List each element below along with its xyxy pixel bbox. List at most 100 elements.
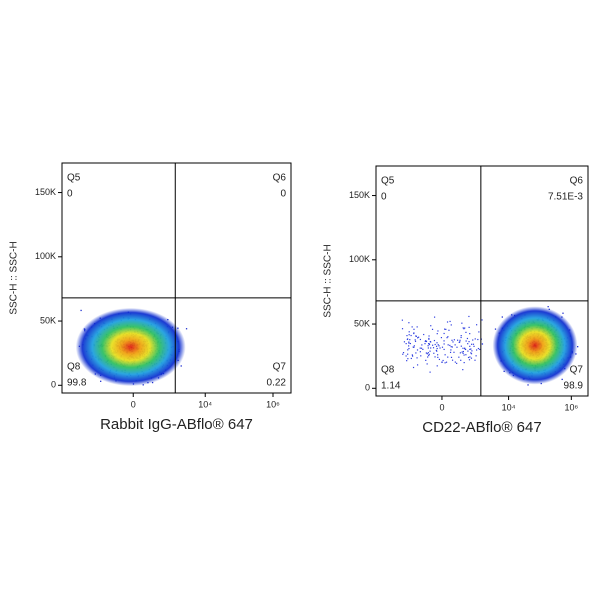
- event-dot: [424, 340, 426, 343]
- event-dot: [469, 333, 471, 335]
- y-tick-label: 0: [365, 383, 370, 393]
- event-dot: [450, 324, 452, 326]
- event-dot: [444, 328, 446, 330]
- quadrant-value: 1.14: [381, 381, 401, 392]
- event-dot: [429, 350, 431, 352]
- x-axis-title: Rabbit IgG-ABflo® 647: [100, 416, 253, 433]
- event-dot: [428, 335, 430, 337]
- x-tick-label: 10⁴: [198, 399, 212, 409]
- event-dot: [445, 361, 448, 363]
- event-dot: [408, 342, 410, 344]
- event-dot: [439, 347, 441, 349]
- event-dot: [450, 346, 452, 348]
- event-dot: [453, 351, 455, 353]
- event-dot: [451, 346, 453, 348]
- event-dot: [427, 347, 429, 349]
- event-dot: [443, 348, 445, 351]
- event-dot: [431, 344, 434, 346]
- event-dot: [405, 355, 407, 357]
- event-dot: [429, 371, 431, 373]
- event-dot: [100, 380, 102, 382]
- event-dot: [407, 353, 409, 355]
- event-dot: [474, 338, 476, 340]
- y-tick-label: 150K: [35, 187, 56, 197]
- quadrant-name: Q6: [570, 176, 584, 187]
- event-dot: [403, 341, 406, 343]
- event-dot: [410, 334, 412, 337]
- event-dot: [464, 347, 466, 349]
- event-dot: [80, 309, 82, 312]
- event-dot: [408, 322, 410, 324]
- event-dot: [401, 319, 403, 321]
- event-dot: [451, 359, 454, 361]
- event-dot: [468, 326, 470, 328]
- x-tick-label: 0: [439, 402, 444, 412]
- event-dot: [444, 354, 446, 356]
- event-dot: [416, 349, 419, 351]
- event-dot: [436, 350, 438, 352]
- event-dot: [458, 341, 460, 344]
- event-dot: [459, 341, 461, 343]
- event-dot: [464, 348, 467, 351]
- event-dot: [456, 346, 458, 348]
- event-dot: [408, 345, 410, 347]
- event-dot: [413, 345, 415, 347]
- event-dot: [416, 326, 418, 328]
- event-dot: [470, 353, 473, 355]
- event-dot: [448, 329, 450, 331]
- event-dot: [420, 355, 422, 357]
- plot-frame: [61, 162, 292, 394]
- quadrant-name: Q7: [273, 362, 287, 373]
- x-tick-label: 10⁶: [266, 399, 280, 409]
- event-dot: [407, 358, 409, 360]
- event-dot: [449, 344, 451, 347]
- event-dot: [464, 327, 466, 329]
- event-dot: [446, 337, 448, 339]
- event-dot: [474, 359, 476, 361]
- event-dot: [472, 343, 475, 345]
- event-dot: [427, 345, 429, 347]
- event-dot: [406, 360, 408, 362]
- event-dot: [463, 361, 465, 364]
- event-dot: [409, 339, 411, 341]
- x-tick-label: 0: [131, 399, 136, 409]
- event-dot: [547, 306, 549, 308]
- event-dot: [443, 332, 445, 335]
- event-dot: [465, 331, 467, 333]
- event-dot: [430, 341, 432, 343]
- event-dot: [405, 342, 407, 345]
- event-dot: [427, 356, 429, 358]
- plot: 0 50K 100K 150K 0 10⁴ 10⁶ CD22-ABflo® 647 SSC-H …: [323, 165, 589, 436]
- event-dot: [459, 339, 461, 341]
- event-dot: [430, 347, 432, 349]
- event-dot: [435, 345, 438, 347]
- event-dot: [447, 344, 449, 346]
- event-dot: [420, 347, 423, 349]
- event-dot: [407, 338, 409, 340]
- event-dot: [409, 342, 412, 345]
- y-tick-label: 50K: [354, 318, 370, 328]
- event-dot: [417, 337, 419, 339]
- y-tick-label: 100K: [35, 251, 56, 261]
- event-dot: [471, 350, 473, 352]
- event-dot: [412, 355, 414, 357]
- event-dot: [468, 341, 470, 343]
- event-dot: [438, 345, 440, 347]
- event-dot: [476, 349, 478, 351]
- event-dot: [428, 354, 430, 357]
- event-dot: [469, 348, 471, 351]
- event-dot: [442, 359, 444, 362]
- event-dot: [454, 344, 456, 346]
- quadrant-name: Q5: [67, 173, 81, 184]
- event-dot: [469, 345, 471, 347]
- event-dot: [415, 335, 418, 337]
- event-dot: [457, 339, 459, 341]
- density-cloud: [492, 306, 578, 385]
- y-axis-title: SSC-H :: SSC-H: [323, 244, 334, 317]
- event-dot: [413, 332, 415, 334]
- quadrant-value: 99.8: [67, 378, 87, 389]
- event-dot: [428, 343, 430, 345]
- event-dot: [459, 352, 461, 354]
- quadrant-value: 0: [280, 189, 286, 200]
- event-dot: [436, 342, 438, 344]
